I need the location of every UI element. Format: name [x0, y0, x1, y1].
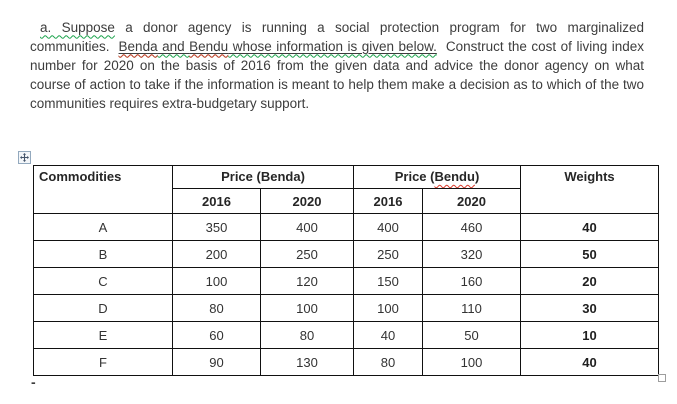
bendu-2016-cell: 40: [353, 321, 423, 349]
benda-2016-cell: 90: [172, 348, 261, 376]
weight-cell: 20: [520, 267, 660, 295]
weight-cell: 40: [520, 213, 660, 241]
benda-2020-cell: 130: [260, 348, 354, 376]
header-bendu-2020: 2020: [421, 188, 522, 214]
bendu-2020-cell: 460: [421, 213, 522, 241]
benda-2016-cell: 350: [172, 213, 261, 241]
header-weights: Weights: [520, 165, 660, 214]
bendu-2016-cell: 400: [353, 213, 423, 241]
bendu-2020-cell: 50: [421, 321, 522, 349]
cost-of-living-table: Commodities Price (Benda) Price (Bendu) …: [33, 165, 660, 376]
misspelled-word-bendu: Bendu: [189, 38, 229, 54]
commodity-cell: D: [33, 294, 173, 322]
header-price-bendu: Price (Bendu): [352, 165, 522, 189]
benda-2016-cell: 80: [172, 294, 261, 322]
table-row: A 350 400 400 460 40: [33, 213, 660, 241]
table-move-handle[interactable]: [18, 151, 31, 164]
bendu-2020-cell: 110: [421, 294, 522, 322]
bendu-2020-cell: 160: [421, 267, 522, 295]
bendu-2020-cell: 100: [421, 348, 522, 376]
misspelled-word-benda: Benda: [118, 38, 158, 54]
header-price-benda: Price (Benda): [172, 165, 354, 189]
underlined-phrase: Benda and Bendu whose information is giv…: [119, 39, 437, 54]
benda-2020-cell: 80: [260, 321, 354, 349]
misspelled-word-bendu-header: Bendu: [434, 169, 475, 184]
table-row: C 100 120 150 160 20: [33, 267, 660, 295]
bendu-2016-cell: 150: [353, 267, 423, 295]
table-row: D 80 100 100 110 30: [33, 294, 660, 322]
bendu-2016-cell: 80: [353, 348, 423, 376]
benda-2020-cell: 250: [260, 240, 354, 268]
benda-2020-cell: 100: [260, 294, 354, 322]
paragraph-segment: a donor agency is running a social prote…: [30, 19, 644, 54]
weight-cell: 10: [520, 321, 660, 349]
table-row: F 90 130 80 100 40: [33, 348, 660, 376]
commodity-cell: F: [33, 348, 173, 376]
header-commodities: Commodities: [33, 165, 173, 214]
header-row-groups: Commodities Price (Benda) Price (Bendu) …: [33, 165, 660, 214]
benda-2020-cell: 120: [260, 267, 354, 295]
commodity-cell: C: [33, 267, 173, 295]
table-row: B 200 250 250 320 50: [33, 240, 660, 268]
table-row: E 60 80 40 50 10: [33, 321, 660, 349]
bendu-2016-cell: 250: [353, 240, 423, 268]
weight-cell: 30: [520, 294, 660, 322]
header-bendu-2016: 2016: [353, 188, 423, 214]
paragraph-segment: and: [157, 38, 190, 54]
benda-2020-cell: 400: [260, 213, 354, 241]
benda-2016-cell: 60: [172, 321, 261, 349]
move-arrows-icon: [20, 153, 29, 162]
benda-2016-cell: 100: [172, 267, 261, 295]
bendu-2016-cell: 100: [353, 294, 423, 322]
header-benda-2016: 2016: [172, 188, 261, 214]
benda-2016-cell: 200: [172, 240, 261, 268]
commodity-cell: E: [33, 321, 173, 349]
paragraph-segment: whose information is given below.: [228, 38, 437, 54]
paragraph-end-dash: -: [31, 374, 36, 390]
weight-cell: 50: [520, 240, 660, 268]
question-paragraph: a. Suppose a donor agency is running a s…: [30, 18, 644, 113]
header-benda-2020: 2020: [260, 188, 354, 214]
bendu-2020-cell: 320: [421, 240, 522, 268]
commodity-cell: A: [33, 213, 173, 241]
commodity-cell: B: [33, 240, 173, 268]
table-resize-handle[interactable]: [658, 374, 666, 382]
weight-cell: 40: [520, 348, 660, 376]
paragraph-segment: Construct the cost of living index numbe…: [30, 38, 644, 111]
paragraph-label-segment: a. Suppose: [40, 19, 115, 35]
